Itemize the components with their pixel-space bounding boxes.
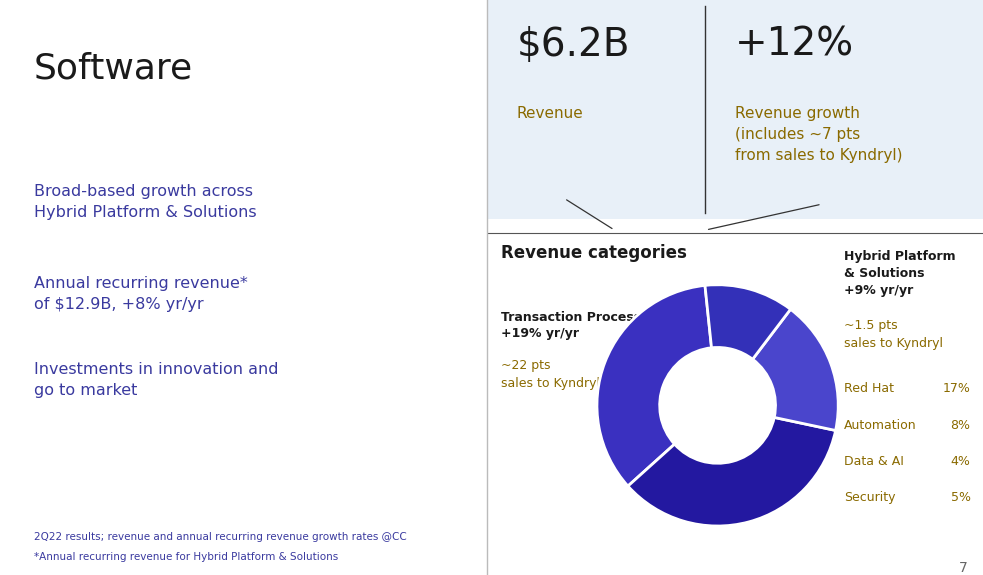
Text: Red Hat: Red Hat: [844, 382, 894, 396]
Point: [699, 209, 711, 216]
Wedge shape: [628, 417, 836, 526]
Wedge shape: [753, 309, 838, 431]
Text: ~22 pts
sales to Kyndryl: ~22 pts sales to Kyndryl: [501, 359, 601, 390]
Text: Software: Software: [34, 52, 194, 86]
Text: 2Q22 results; revenue and annual recurring revenue growth rates @CC: 2Q22 results; revenue and annual recurri…: [34, 532, 407, 542]
Text: Security: Security: [844, 491, 896, 504]
Text: Investments in innovation and
go to market: Investments in innovation and go to mark…: [34, 362, 278, 398]
Text: 5%: 5%: [951, 491, 970, 504]
Text: $6.2B: $6.2B: [516, 26, 630, 64]
Text: Revenue growth
(includes ~7 pts
from sales to Kyndryl): Revenue growth (includes ~7 pts from sal…: [734, 106, 902, 163]
Text: *Annual recurring revenue for Hybrid Platform & Solutions: *Annual recurring revenue for Hybrid Pla…: [34, 552, 338, 562]
Text: +12%: +12%: [734, 26, 854, 64]
Text: Revenue: Revenue: [516, 106, 583, 121]
Text: 7: 7: [959, 561, 968, 574]
FancyBboxPatch shape: [487, 0, 983, 218]
Wedge shape: [597, 285, 712, 486]
Text: Automation: Automation: [844, 419, 916, 432]
Text: Hybrid Platform
& Solutions
+9% yr/yr: Hybrid Platform & Solutions +9% yr/yr: [844, 250, 955, 297]
Text: Revenue categories: Revenue categories: [501, 244, 687, 262]
Text: Broad-based growth across
Hybrid Platform & Solutions: Broad-based growth across Hybrid Platfor…: [34, 184, 257, 220]
Text: 8%: 8%: [951, 419, 970, 432]
Text: Data & AI: Data & AI: [844, 455, 904, 468]
Text: Transaction Processing
+19% yr/yr: Transaction Processing +19% yr/yr: [501, 310, 664, 340]
Point: [699, 2, 711, 9]
Text: 4%: 4%: [951, 455, 970, 468]
Text: ~1.5 pts
sales to Kyndryl: ~1.5 pts sales to Kyndryl: [844, 319, 943, 350]
Wedge shape: [705, 285, 790, 359]
Text: Annual recurring revenue*
of $12.9B, +8% yr/yr: Annual recurring revenue* of $12.9B, +8%…: [34, 276, 248, 312]
Text: 17%: 17%: [943, 382, 970, 396]
